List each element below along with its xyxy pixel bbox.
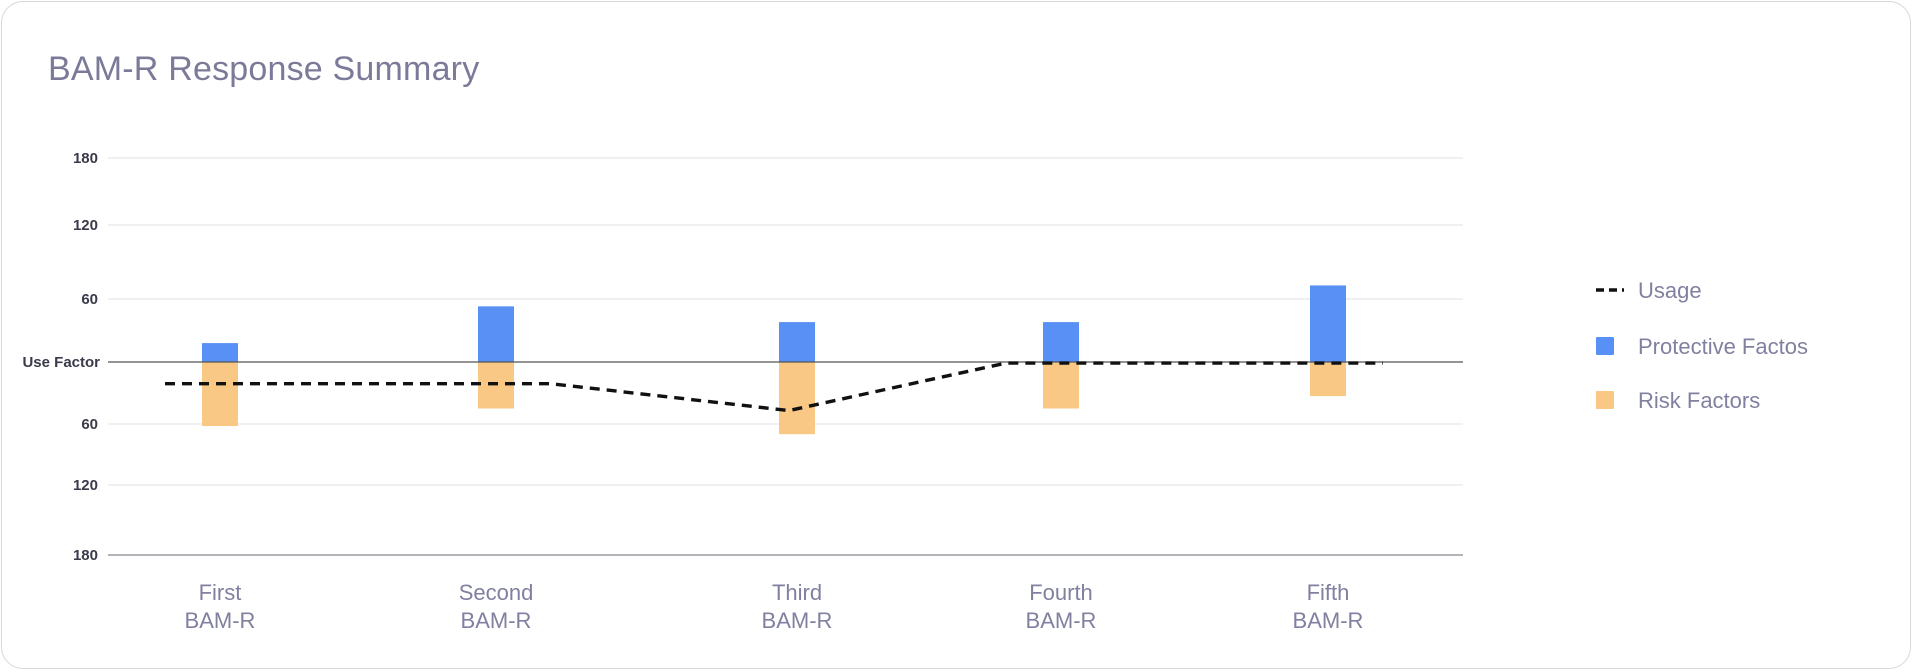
x-category-label: Fourth BAM-R bbox=[1026, 580, 1097, 633]
y-tick-label-upper: 60 bbox=[81, 291, 98, 308]
legend-square-swatch bbox=[1596, 391, 1614, 409]
usage-line bbox=[165, 361, 1383, 413]
y-tick-label-lower: 60 bbox=[81, 416, 98, 433]
x-category-label: Third BAM-R bbox=[762, 580, 833, 633]
risk-bar bbox=[202, 362, 238, 427]
protective-bar bbox=[202, 343, 238, 362]
legend-square-swatch bbox=[1596, 337, 1614, 355]
y-tick-label-upper: 120 bbox=[73, 217, 98, 234]
x-category-label: Fifth BAM-R bbox=[1293, 580, 1364, 633]
x-category-label: First BAM-R bbox=[185, 580, 256, 633]
legend-label: Protective Factos bbox=[1638, 334, 1808, 359]
legend-label: Risk Factors bbox=[1638, 388, 1760, 413]
use-factor-label: Use Factor bbox=[22, 354, 100, 371]
x-category-label: Second BAM-R bbox=[459, 580, 534, 633]
y-tick-label-upper: 180 bbox=[73, 150, 98, 167]
protective-bar bbox=[1043, 322, 1079, 362]
protective-bar bbox=[1310, 285, 1346, 362]
risk-bar bbox=[1310, 362, 1346, 397]
risk-bar bbox=[1043, 362, 1079, 409]
protective-bar bbox=[478, 306, 514, 362]
risk-bar bbox=[779, 362, 815, 435]
protective-bar bbox=[779, 322, 815, 362]
y-tick-label-lower: 120 bbox=[73, 477, 98, 494]
y-tick-label-lower: 180 bbox=[73, 547, 98, 564]
chart-title: BAM-R Response Summary bbox=[48, 50, 480, 88]
legend-label: Usage bbox=[1638, 278, 1702, 303]
